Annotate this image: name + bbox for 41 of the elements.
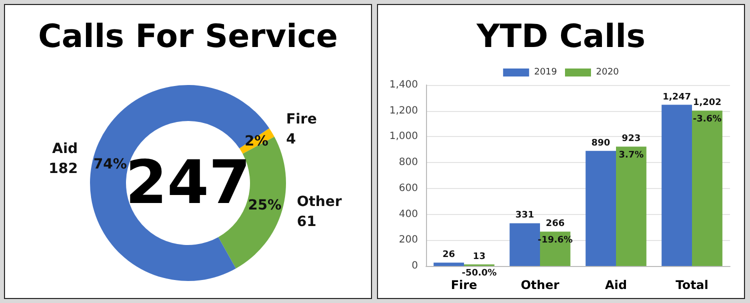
- y-tick-label: 200: [398, 234, 418, 246]
- x-tick-label: Other: [520, 278, 560, 292]
- data-label: 61: [296, 214, 316, 230]
- y-tick-label: 600: [398, 182, 418, 194]
- bar: [434, 262, 464, 266]
- bar: [662, 104, 692, 266]
- x-tick-label: Total: [676, 278, 708, 292]
- data-label: 1,247: [662, 92, 692, 102]
- data-label: 331: [515, 210, 534, 221]
- y-tick-label: 800: [398, 157, 418, 168]
- annotation: -50.0%: [462, 268, 497, 278]
- bar: [510, 223, 540, 266]
- text: 74%: [93, 156, 127, 173]
- slice-label: Aid: [52, 140, 78, 157]
- data-label: 182: [48, 160, 78, 177]
- y-tick-label: 1,200: [389, 105, 418, 116]
- data-label: 4: [286, 131, 296, 148]
- y-tick-label: 400: [398, 208, 418, 220]
- chart-title: YTD Calls: [476, 17, 646, 55]
- y-tick-label: 0: [412, 260, 418, 272]
- data-label: 13: [472, 252, 486, 262]
- y-tick-label: 1,000: [389, 131, 418, 142]
- data-label: 890: [591, 138, 610, 148]
- legend-label: 2019: [534, 68, 558, 78]
- data-label: 266: [546, 219, 565, 230]
- data-label: 26: [442, 250, 456, 260]
- data-label: 923: [622, 134, 641, 144]
- annotation: 3.7%: [618, 150, 644, 161]
- bar: [586, 150, 616, 266]
- x-tick-label: Aid: [605, 278, 627, 292]
- bar: [692, 110, 722, 266]
- legend-label: 2020: [596, 68, 620, 78]
- bar: [616, 146, 646, 266]
- slice-label: Fire: [286, 111, 317, 128]
- slice-label: Other: [296, 194, 342, 210]
- y-tick-label: 1,400: [389, 80, 418, 90]
- annotation: -3.6%: [692, 114, 722, 125]
- chart-title: Calls For Service: [38, 17, 338, 55]
- data-label: 1,202: [692, 98, 722, 108]
- x-tick-label: Fire: [450, 278, 478, 292]
- text: 25%: [248, 197, 282, 214]
